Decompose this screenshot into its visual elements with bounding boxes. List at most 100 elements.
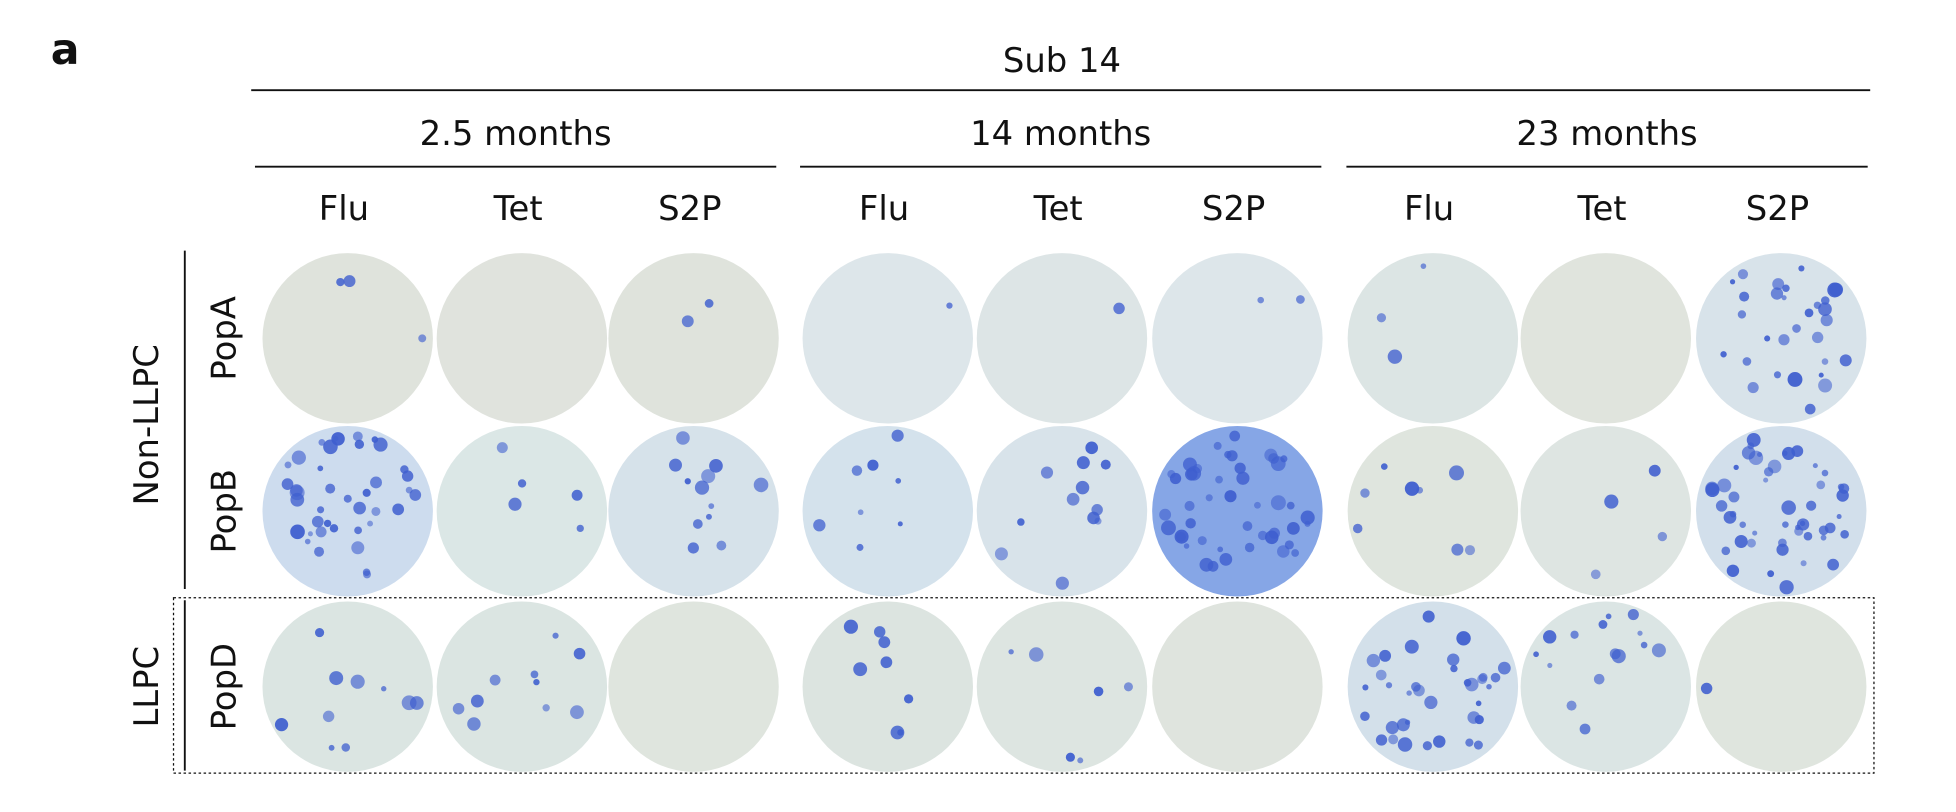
spot [1778,334,1790,346]
well-disc [262,426,433,597]
well-disc [1520,601,1692,772]
spot [1055,576,1069,590]
spot [1475,700,1482,707]
llpc-box [172,597,1875,774]
spot [409,696,424,710]
well-disc [976,601,1148,772]
spot [570,705,584,720]
spot [1093,686,1104,697]
spot [1291,549,1300,557]
spot [1746,538,1756,548]
spot [1264,448,1278,462]
spot [878,636,891,649]
spot [1533,651,1539,658]
spot [1705,482,1720,498]
spot [1174,529,1189,544]
spot [1637,630,1643,636]
spot [1728,491,1740,503]
spot [1388,734,1399,745]
spot [392,503,405,516]
spot [322,710,335,723]
spot [1387,349,1403,364]
spot [1737,310,1747,319]
column-label: Flu [859,189,909,228]
well-disc [1696,426,1867,597]
spot [1821,469,1829,477]
spot [1804,308,1814,318]
spot [354,526,362,535]
well [1696,253,1867,424]
spot [1257,296,1264,304]
spot [1490,672,1501,683]
spot [418,334,427,343]
spot [891,429,904,442]
spot [1360,711,1370,721]
spot [1422,610,1435,623]
well [802,253,973,424]
spot [1404,481,1420,496]
spot [362,568,371,576]
spot [1449,465,1465,481]
spot [533,678,540,686]
spot [705,513,712,520]
spot [1648,464,1661,477]
spot [571,489,583,501]
spot [1017,518,1025,526]
spot [716,540,727,551]
spot [1197,536,1207,546]
spot [1799,520,1806,526]
row-label: PopD [205,643,244,730]
spot [1379,649,1392,662]
spot [323,519,332,528]
spot [1270,495,1286,511]
well [262,601,433,772]
spot [274,717,289,732]
spot [517,479,527,488]
spot [1385,682,1393,689]
spot [1811,331,1824,344]
well-disc [1152,426,1323,597]
well [608,253,779,424]
spot [315,628,325,638]
column-label: Tet [1577,189,1627,228]
spot [1497,661,1511,675]
spot [1781,295,1787,301]
column-label: Flu [1404,189,1454,228]
spot [1456,631,1471,646]
spot [1161,520,1176,536]
spot [508,497,522,511]
figure-title: Sub 14 [1003,41,1121,80]
spot [853,662,868,677]
well-disc [608,601,779,772]
spot [1579,723,1591,735]
spot [1224,490,1237,503]
row-group-label: LLPC [127,646,166,728]
spot [530,670,539,679]
spot [281,478,294,490]
spot [467,717,481,731]
spot [897,521,903,527]
well-disc [262,601,433,772]
well [1152,253,1323,424]
spot [1268,527,1280,539]
spot [1406,690,1412,696]
spot [1792,324,1801,333]
spot [1818,302,1832,317]
spot [1065,752,1075,762]
spot [1781,500,1796,515]
spot [1734,534,1748,549]
spot [684,478,691,485]
well [1696,601,1867,772]
spot [1721,546,1731,556]
spot [1300,510,1315,525]
spot [489,674,501,686]
well [262,426,433,597]
spot [1420,263,1427,269]
spot [1254,501,1261,509]
spot [1478,672,1488,682]
row-label: PopB [205,469,244,554]
row-group-label: Non-LLPC [127,344,166,505]
spot [1839,354,1852,367]
spot [1075,480,1090,495]
spot [704,299,714,308]
